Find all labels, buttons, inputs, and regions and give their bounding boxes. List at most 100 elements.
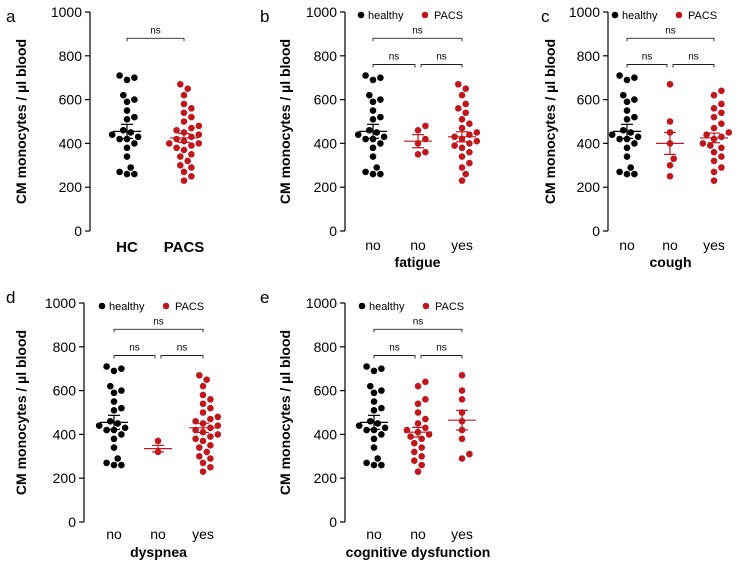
data-point [103,426,110,434]
comparison-bracket: ns [626,52,668,68]
data-point [114,455,121,462]
comparison-bracket: ns [126,25,185,42]
data-point [110,389,118,397]
data-point [462,109,470,117]
data-point [188,105,195,112]
data-point [623,107,631,114]
data-point [710,168,718,176]
data-point [466,159,473,167]
data-point [458,153,466,160]
y-tick-label: 0 [592,223,600,239]
bracket-line [372,37,463,42]
data-point [378,404,385,412]
data-point [616,168,623,176]
data-point [369,144,377,152]
data-point [703,131,710,138]
data-point [710,157,718,165]
y-axis-label: CM monocytes / µl blood [542,39,558,204]
data-point [199,409,207,416]
data-point [458,371,466,379]
significance-label: ns [413,316,424,327]
significance-label: ns [129,343,140,354]
x-category-label: no [366,526,382,542]
x-category-label: no [365,237,381,253]
group-2 [448,80,481,184]
data-point [631,74,638,81]
group-0 [355,363,389,469]
data-point [188,113,195,121]
data-point [466,140,473,147]
data-point [462,100,470,108]
data-point [455,80,462,88]
x-axis-label: cough [650,254,692,270]
significance-label: ns [389,52,400,63]
data-point [203,376,210,383]
y-tick-label: 600 [577,92,601,108]
data-point [363,363,370,370]
data-point [627,129,634,136]
data-point [422,415,429,423]
data-point [207,433,214,440]
y-tick-label: 1000 [51,4,82,20]
data-point [666,118,674,125]
data-point [123,98,131,106]
data-point [666,162,674,169]
group-2 [699,87,733,184]
legend-healthy-marker [98,302,106,310]
comparison-bracket: ns [626,25,715,42]
panel-c: c CM monocytes / µl blood 0 200 400 600 800 100… [541,4,733,270]
data-point [623,170,631,178]
data-point [214,431,222,438]
data-point [631,113,638,121]
panel-label: a [6,7,16,26]
data-point [110,444,118,451]
data-point [414,151,422,158]
y-tick-label: 600 [53,383,77,399]
legend-healthy-marker [611,11,619,19]
data-point [362,135,369,143]
x-category-label: no [410,237,426,253]
significance-label: ns [150,25,161,36]
legend-healthy-marker [358,302,366,310]
significance-label: ns [665,25,676,36]
data-point [110,367,118,375]
data-point [718,133,725,141]
data-point [123,170,131,178]
legend-pacs-label: PACS [434,10,463,22]
data-point [134,133,142,141]
legend-pacs-marker [675,11,683,19]
significance-label: ns [436,343,447,354]
y-tick-label: 200 [59,179,83,195]
data-point [623,98,631,106]
group-0 [108,72,142,178]
data-point [710,177,718,184]
data-point [718,120,725,127]
data-point [718,144,725,152]
y-tick-label: 800 [577,48,601,64]
data-point [631,140,638,147]
data-point [196,453,203,460]
data-point [699,140,707,147]
data-point [180,146,188,154]
data-point [370,461,378,469]
y-tick-label: 400 [59,135,83,151]
data-point [608,131,616,138]
significance-label: ns [389,343,400,354]
significance-label: ns [412,25,423,36]
data-point [373,129,381,136]
data-point [180,91,188,99]
data-point [131,113,138,121]
data-point [458,164,466,171]
bracket-line [420,64,463,68]
data-point [207,415,214,423]
data-point [369,116,377,123]
data-point [462,85,470,92]
data-point [116,168,123,176]
data-point [207,442,214,449]
comparison-bracket: ns [672,52,715,68]
data-point [188,151,195,158]
bracket-line [420,355,463,359]
x-category-label: HC [116,239,138,256]
data-point [378,387,385,394]
data-point [718,164,725,171]
